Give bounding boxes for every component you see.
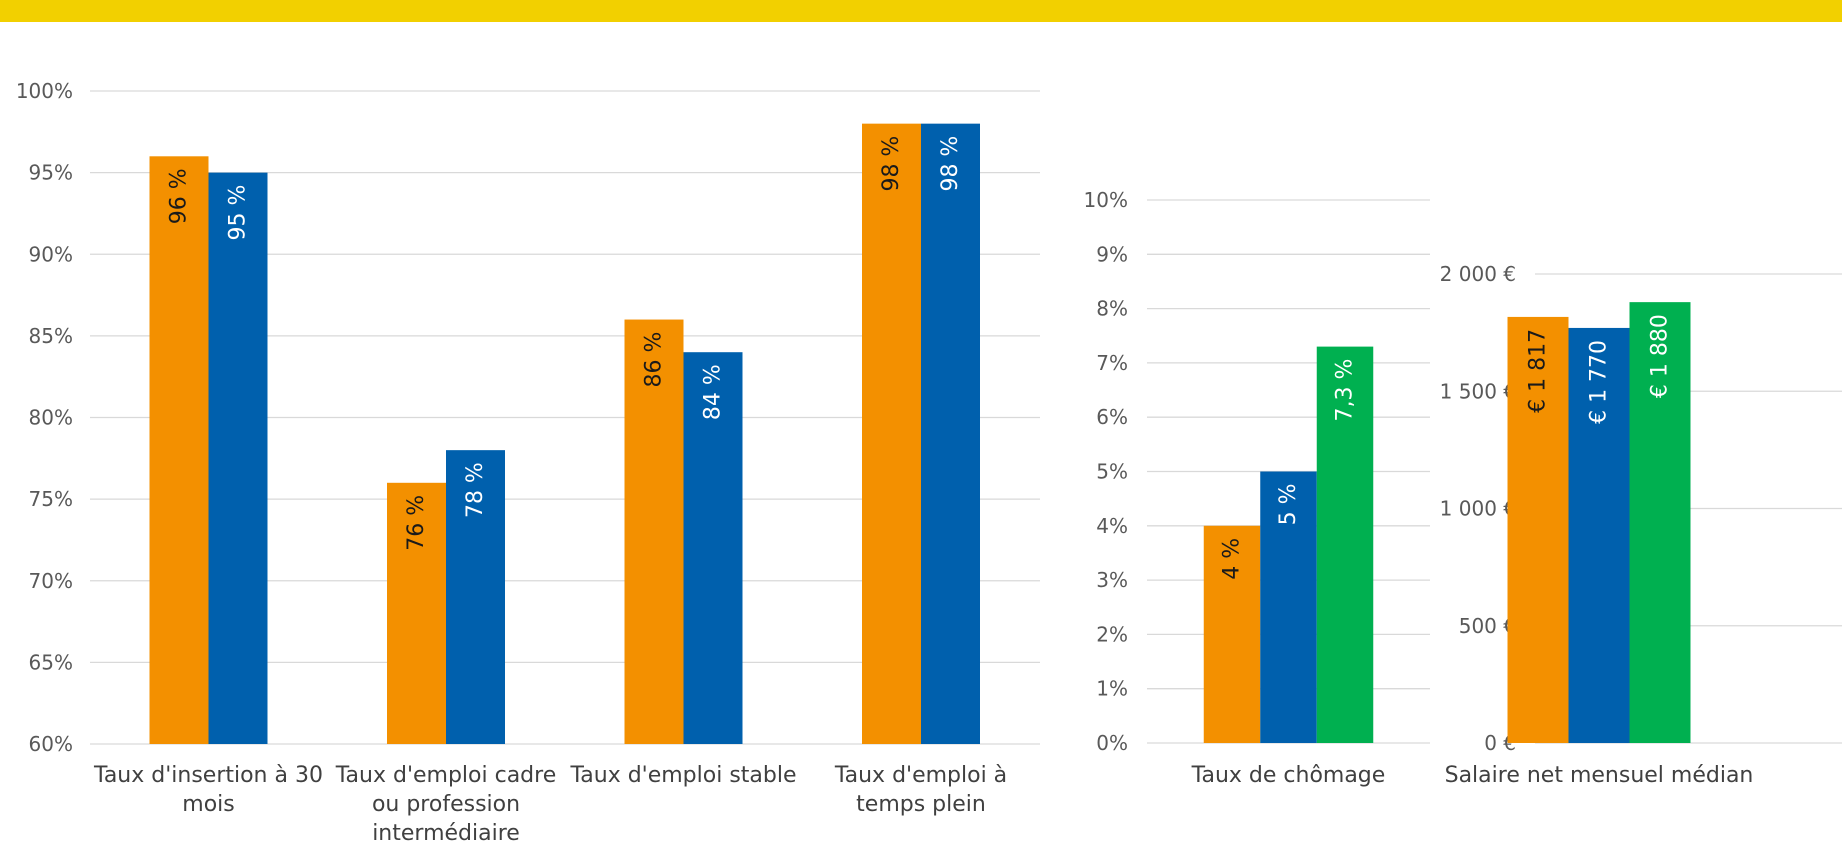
category-label: temps plein	[856, 792, 986, 817]
y-tick-label: 8%	[1096, 297, 1128, 321]
bar	[1568, 327, 1630, 743]
y-tick-label: 7%	[1096, 351, 1128, 375]
category-label: Taux de chômage	[1191, 763, 1386, 788]
y-tick-label: 80%	[29, 406, 73, 430]
data-label: 76 %	[404, 495, 429, 551]
bar	[1260, 471, 1317, 743]
y-tick-label: 4%	[1096, 514, 1128, 538]
data-label: 86 %	[642, 332, 667, 388]
data-label: 98 %	[879, 136, 904, 192]
category-label: Salaire net mensuel médian	[1445, 763, 1754, 788]
y-tick-label: 2%	[1096, 622, 1128, 646]
y-tick-label: 95%	[29, 161, 73, 185]
data-label: € 1 880	[1648, 314, 1673, 398]
y-tick-label: 65%	[29, 650, 73, 674]
data-label: € 1 770	[1587, 340, 1612, 424]
top-banner	[0, 0, 1842, 22]
y-tick-label: 1 000 €	[1440, 497, 1516, 521]
category-label: intermédiaire	[372, 821, 520, 842]
data-label: 95 %	[226, 185, 251, 241]
y-tick-label: 60%	[29, 732, 73, 756]
y-tick-label: 85%	[29, 324, 73, 348]
y-tick-label: 9%	[1096, 242, 1128, 266]
bar	[446, 450, 505, 744]
data-label: 7,3 %	[1333, 359, 1358, 422]
y-tick-label: 90%	[29, 242, 73, 266]
bar	[1507, 316, 1569, 743]
data-label: 78 %	[463, 462, 488, 518]
y-tick-label: 100%	[16, 79, 73, 103]
bar	[208, 172, 268, 744]
category-label: Taux d'insertion à 30	[93, 763, 323, 788]
y-tick-label: 1 500 €	[1440, 379, 1516, 403]
bar	[862, 123, 921, 744]
bar	[1629, 302, 1691, 743]
y-tick-label: 6%	[1096, 405, 1128, 429]
y-tick-label: 75%	[29, 487, 73, 511]
data-label: 98 %	[938, 136, 963, 192]
y-tick-label: 70%	[29, 569, 73, 593]
bar	[149, 156, 209, 745]
category-label: Taux d'emploi stable	[569, 763, 796, 788]
data-label: 4 %	[1220, 538, 1245, 580]
bar	[683, 352, 743, 744]
bar	[624, 319, 684, 744]
category-label: mois	[182, 792, 234, 817]
y-tick-label: 10%	[1084, 188, 1128, 212]
bar	[1203, 525, 1261, 743]
y-tick-label: 5%	[1096, 460, 1128, 484]
bar	[1316, 346, 1374, 743]
data-label: 5 %	[1276, 484, 1301, 526]
y-tick-label: 3%	[1096, 568, 1128, 592]
data-label: € 1 817	[1526, 329, 1551, 413]
y-tick-label: 0%	[1096, 731, 1128, 755]
data-label: 96 %	[167, 168, 192, 224]
data-label: 84 %	[701, 364, 726, 420]
bar	[921, 123, 980, 744]
y-tick-label: 1%	[1096, 677, 1128, 701]
y-tick-label: 500 €	[1459, 614, 1516, 638]
y-tick-label: 2 000 €	[1440, 262, 1516, 286]
category-label: Taux d'emploi à	[834, 763, 1007, 788]
bar	[387, 482, 446, 744]
category-label: ou profession	[372, 792, 520, 817]
category-label: Taux d'emploi cadre	[335, 763, 557, 788]
